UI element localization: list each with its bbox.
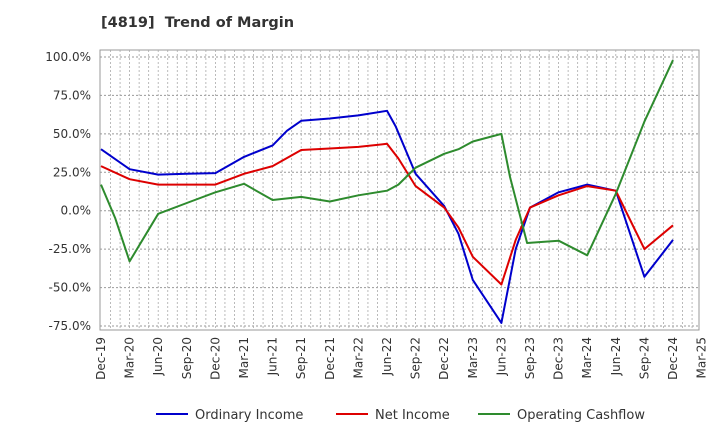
y-tick-label: -50.0% <box>49 281 91 295</box>
legend-label: Ordinary Income <box>195 408 303 423</box>
y-tick-label: 100.0% <box>45 50 91 64</box>
y-tick-label: -25.0% <box>49 242 91 256</box>
x-tick-label: Mar-23 <box>466 337 480 378</box>
x-tick-label: Sep-20 <box>180 337 194 379</box>
x-tick-label: Dec-19 <box>94 337 108 380</box>
y-tick-label: 0.0% <box>61 204 92 218</box>
x-tick-label: Mar-25 <box>695 337 709 378</box>
series-lines <box>100 59 674 324</box>
x-tick-label: Sep-21 <box>294 337 308 379</box>
x-tick-label: Jun-23 <box>494 337 508 376</box>
x-tick-label: Dec-20 <box>208 337 222 380</box>
y-axis-ticks: 100.0% 75.0% 50.0% 25.0% 0.0% -25.0% -50.0% -75… <box>45 50 91 333</box>
series-line-net-income <box>100 142 674 286</box>
x-tick-label: Dec-24 <box>666 337 680 380</box>
x-tick-label: Mar-20 <box>123 337 137 378</box>
x-tick-label: Sep-24 <box>637 337 651 379</box>
chart-title: [4819] Trend of Margin <box>101 15 295 31</box>
legend: Ordinary Income Net Income Operating Cashf… <box>156 408 645 423</box>
x-tick-label: Dec-22 <box>437 337 451 380</box>
y-tick-label: 75.0% <box>53 88 91 102</box>
x-tick-label: Sep-23 <box>523 337 537 379</box>
legend-label: Operating Cashflow <box>517 408 645 423</box>
x-tick-label: Mar-21 <box>237 337 251 378</box>
plot-area <box>99 49 700 331</box>
x-tick-label: Jun-21 <box>266 337 280 376</box>
x-tick-label: Mar-22 <box>351 337 365 378</box>
x-tick-label: Dec-23 <box>552 337 566 380</box>
legend-label: Net Income <box>375 408 450 423</box>
x-axis-ticks: Dec-19 Mar-20 Jun-20 Sep-20 Dec-20 Mar-21 Jun-… <box>94 337 709 380</box>
x-tick-label: Mar-24 <box>580 337 594 378</box>
y-tick-label: 50.0% <box>53 127 91 141</box>
x-tick-label: Jun-22 <box>380 337 394 376</box>
y-tick-label: -75.0% <box>49 319 91 333</box>
y-tick-label: 25.0% <box>53 165 91 179</box>
x-tick-label: Dec-21 <box>323 337 337 380</box>
x-tick-label: Sep-22 <box>409 337 423 379</box>
series-line-ordinary-income <box>100 109 674 324</box>
series-line-operating-cashflow <box>100 59 674 263</box>
x-tick-label: Jun-24 <box>609 337 623 376</box>
x-tick-label: Jun-20 <box>151 337 165 376</box>
